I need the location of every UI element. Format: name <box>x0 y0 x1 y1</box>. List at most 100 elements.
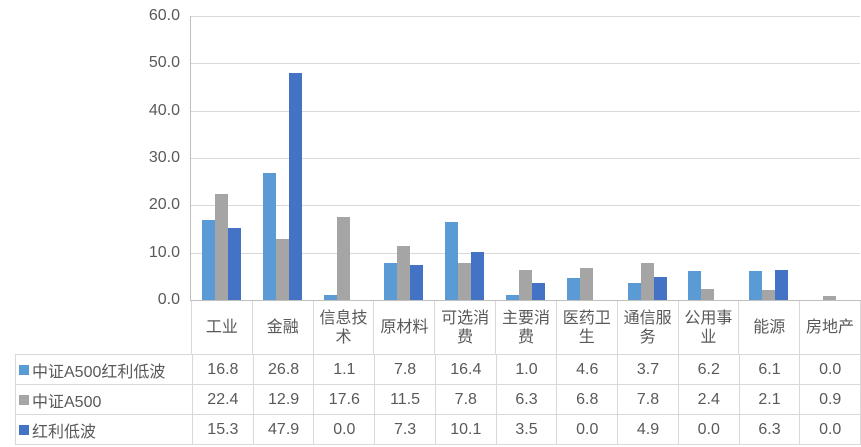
value-cell-中证A500-通信服务: 7.8 <box>617 385 678 414</box>
y-axis-tick-label: 50.0 <box>148 54 180 72</box>
value-cell-中证A500红利低波-可选消费: 16.4 <box>434 355 496 384</box>
value-cell-红利低波-医药卫生: 0.0 <box>556 415 617 444</box>
bar-中证A500-能源 <box>762 290 776 300</box>
category-axis: 工业 金融 信息技 术原材料 可选消 费主要消 费医药卫 生通信服 务公用事 业能源房… <box>191 300 861 354</box>
value-cell-中证A500-主要消费: 6.3 <box>495 385 557 414</box>
plot-area <box>191 16 860 301</box>
category-label-工业: 工业 <box>191 301 252 354</box>
value-cell-中证A500-工业: 22.4 <box>192 385 253 414</box>
gridline <box>191 252 860 254</box>
value-cell-中证A500红利低波-公用事业: 6.2 <box>677 355 739 384</box>
value-cell-中证A500红利低波-房地产: 0.0 <box>799 355 861 384</box>
y-axis-tick-label: 60.0 <box>148 7 180 24</box>
value-cell-中证A500红利低波-通信服务: 3.7 <box>617 355 678 384</box>
bar-中证A500-原材料 <box>397 245 411 300</box>
category-label-金融: 金融 <box>251 301 313 354</box>
value-cell-红利低波-能源: 6.3 <box>738 415 800 444</box>
bar-中证A500-房地产 <box>823 295 837 300</box>
value-cell-红利低波-通信服务: 4.9 <box>617 415 678 444</box>
table-row-中证A500: 中证A500 22.4 12.9 17.6 11.5 7.8 6.3 6.8 7.8 2.4 2.1… <box>15 385 861 415</box>
bar-中证A500红利低波-金融 <box>262 173 276 300</box>
series-name: 中证A500红利低波 <box>32 363 166 381</box>
y-axis-tick-label: 10.0 <box>148 243 180 261</box>
bar-中证A500红利低波-通信服务 <box>627 282 641 300</box>
category-label-主要消费: 主要消 费 <box>495 301 556 354</box>
value-cell-中证A500红利低波-金融: 26.8 <box>252 355 314 384</box>
bar-中证A500-医药卫生 <box>579 267 593 300</box>
category-label-房地产: 房地产 <box>799 301 861 354</box>
table-row-红利低波: 红利低波 15.3 47.9 0.0 7.3 10.1 3.5 0.0 4.9 0.0 6.3 0.0 <box>15 415 861 445</box>
bar-红利低波-可选消费 <box>471 252 485 300</box>
value-cell-红利低波-金融: 47.9 <box>252 415 314 444</box>
legend-swatch-icon <box>19 424 29 435</box>
bar-中证A500红利低波-信息技术 <box>323 294 337 300</box>
legend-cell: 红利低波 <box>16 415 192 444</box>
bar-红利低波-通信服务 <box>653 276 667 300</box>
legend-cell: 中证A500红利低波 <box>16 355 192 384</box>
legend-cell: 中证A500 <box>16 385 192 414</box>
value-cell-中证A500红利低波-原材料: 7.8 <box>374 355 435 384</box>
category-label-能源: 能源 <box>738 301 799 354</box>
bar-中证A500红利低波-医药卫生 <box>566 278 580 300</box>
table-row-中证A500红利低波: 中证A500红利低波 16.8 26.8 1.1 7.8 16.4 1.0 4.6 3.7 6.2… <box>15 355 861 385</box>
gridline <box>191 16 860 17</box>
value-cell-中证A500-能源: 2.1 <box>738 385 800 414</box>
value-cell-中证A500红利低波-能源: 6.1 <box>738 355 800 384</box>
value-cell-中证A500-可选消费: 7.8 <box>434 385 496 414</box>
gridline <box>191 158 860 159</box>
bar-中证A500红利低波-公用事业 <box>688 270 702 300</box>
series-name: 红利低波 <box>32 423 97 441</box>
category-label-可选消费: 可选消 费 <box>434 301 495 354</box>
bar-中证A500-信息技术 <box>336 216 350 300</box>
category-label-公用事业: 公用事 业 <box>677 301 739 354</box>
bar-中证A500红利低波-原材料 <box>384 263 398 300</box>
gridline <box>191 110 860 112</box>
bar-中证A500红利低波-可选消费 <box>445 222 459 300</box>
value-cell-中证A500-金融: 12.9 <box>252 385 314 414</box>
bar-红利低波-金融 <box>288 73 302 300</box>
y-axis: 60.0 50.0 40.0 30.0 20.0 10.0 0.0 <box>0 0 180 308</box>
value-cell-中证A500红利低波-工业: 16.8 <box>192 355 253 384</box>
bar-中证A500红利低波-工业 <box>201 220 215 300</box>
data-table: 中证A500红利低波 16.8 26.8 1.1 7.8 16.4 1.0 4.6 3.7 6.2… <box>15 354 861 445</box>
legend-swatch-icon <box>19 364 29 375</box>
value-cell-红利低波-原材料: 7.3 <box>374 415 435 444</box>
series-name: 中证A500 <box>32 393 102 411</box>
bar-中证A500红利低波-主要消费 <box>506 295 519 300</box>
value-cell-中证A500-信息技术: 17.6 <box>313 385 374 414</box>
category-label-信息技术: 信息技 术 <box>312 301 374 354</box>
category-label-通信服务: 通信服 务 <box>616 301 678 354</box>
value-cell-中证A500-房地产: 0.9 <box>799 385 861 414</box>
bar-中证A500-工业 <box>214 193 228 300</box>
bar-中证A500-可选消费 <box>458 263 472 300</box>
gridline <box>191 205 860 207</box>
value-cell-中证A500-原材料: 11.5 <box>374 385 435 414</box>
value-cell-红利低波-主要消费: 3.5 <box>495 415 557 444</box>
value-cell-红利低波-信息技术: 0.0 <box>313 415 374 444</box>
bar-红利低波-原材料 <box>410 265 424 300</box>
category-label-医药卫生: 医药卫 生 <box>555 301 617 354</box>
value-cell-中证A500红利低波-医药卫生: 4.6 <box>556 355 617 384</box>
bar-中证A500-金融 <box>275 238 289 300</box>
y-axis-line <box>190 16 191 301</box>
value-cell-中证A500-公用事业: 2.4 <box>677 385 739 414</box>
bar-红利低波-工业 <box>227 227 241 300</box>
y-axis-tick-label: 30.0 <box>148 149 180 166</box>
y-axis-tick-label: 40.0 <box>148 101 180 119</box>
bar-红利低波-主要消费 <box>532 283 545 300</box>
value-cell-红利低波-公用事业: 0.0 <box>677 415 739 444</box>
value-cell-中证A500-医药卫生: 6.8 <box>556 385 617 414</box>
category-label-原材料: 原材料 <box>373 301 434 354</box>
bar-中证A500-主要消费 <box>519 270 532 300</box>
bar-红利低波-能源 <box>775 270 789 300</box>
bar-中证A500-公用事业 <box>701 288 715 300</box>
value-cell-红利低波-工业: 15.3 <box>192 415 253 444</box>
value-cell-中证A500红利低波-主要消费: 1.0 <box>495 355 557 384</box>
y-axis-tick-label: 0.0 <box>157 291 180 308</box>
gridline <box>191 63 860 65</box>
legend-swatch-icon <box>19 394 29 405</box>
bar-中证A500红利低波-能源 <box>749 271 763 300</box>
value-cell-红利低波-可选消费: 10.1 <box>434 415 496 444</box>
bar-中证A500-通信服务 <box>640 263 654 300</box>
